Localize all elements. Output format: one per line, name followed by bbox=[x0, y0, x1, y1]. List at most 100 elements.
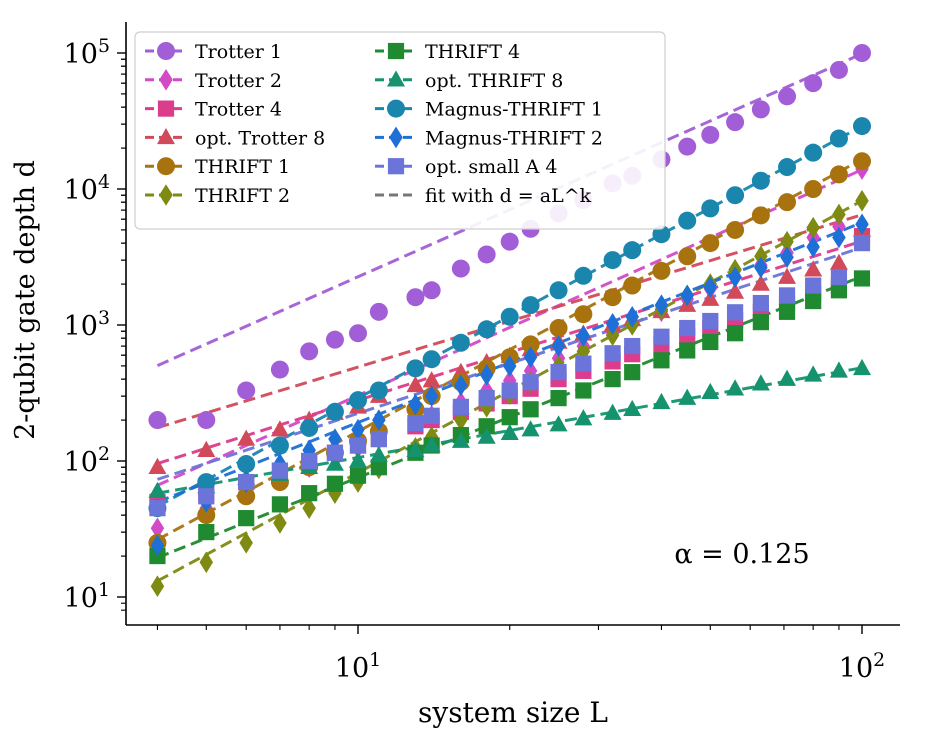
data-point bbox=[726, 186, 745, 205]
axes bbox=[125, 22, 900, 626]
data-point bbox=[424, 385, 439, 407]
data-point bbox=[778, 158, 797, 177]
data-point bbox=[500, 423, 519, 440]
legend-marker bbox=[387, 99, 405, 118]
legend: Trotter 1 Trotter 2 Trotter 4 opt. Trotter … bbox=[134, 31, 666, 230]
data-point bbox=[806, 216, 820, 239]
data-point bbox=[576, 325, 591, 347]
data-point bbox=[652, 392, 671, 410]
data-point bbox=[829, 129, 848, 148]
data-point bbox=[603, 403, 622, 420]
data-point bbox=[829, 361, 848, 378]
legend-label: opt. small A 4 bbox=[425, 156, 557, 178]
legend-label: THRIFT 2 bbox=[195, 185, 290, 207]
data-point bbox=[830, 269, 848, 286]
data-point bbox=[406, 375, 425, 393]
data-point bbox=[325, 454, 344, 471]
data-point bbox=[478, 418, 495, 435]
data-point bbox=[326, 444, 344, 461]
data-point bbox=[523, 346, 538, 368]
data-point bbox=[623, 241, 642, 260]
data-point bbox=[726, 379, 745, 396]
data-point bbox=[778, 287, 796, 304]
data-point bbox=[301, 452, 318, 470]
data-point bbox=[829, 165, 848, 184]
legend-marker bbox=[159, 184, 173, 206]
data-point bbox=[678, 388, 697, 405]
data-point bbox=[522, 401, 539, 418]
data-point bbox=[604, 345, 621, 362]
series-8 bbox=[148, 117, 871, 518]
data-point bbox=[701, 125, 720, 144]
data-point bbox=[625, 305, 639, 328]
data-point bbox=[726, 304, 744, 321]
data-point bbox=[853, 117, 871, 136]
data-point bbox=[678, 211, 697, 230]
data-point bbox=[521, 296, 540, 315]
data-point bbox=[778, 87, 797, 106]
series-7 bbox=[148, 358, 871, 498]
data-point bbox=[479, 364, 494, 386]
data-point bbox=[853, 235, 871, 252]
data-point bbox=[422, 350, 441, 369]
data-point bbox=[804, 180, 823, 198]
x-tick-label: 102 bbox=[839, 649, 885, 684]
data-point bbox=[328, 482, 342, 504]
legend-marker bbox=[159, 69, 173, 91]
data-point bbox=[549, 319, 568, 338]
data-point bbox=[853, 44, 871, 62]
data-point bbox=[369, 381, 388, 400]
data-point bbox=[301, 485, 318, 502]
data-point bbox=[325, 402, 344, 421]
data-point bbox=[422, 371, 441, 388]
data-point bbox=[351, 418, 365, 441]
data-point bbox=[197, 473, 216, 492]
data-point bbox=[679, 319, 696, 337]
data-point bbox=[270, 420, 289, 437]
data-point bbox=[778, 369, 797, 386]
data-point bbox=[370, 430, 387, 448]
data-point bbox=[369, 302, 388, 321]
data-point bbox=[500, 307, 519, 326]
data-point bbox=[754, 256, 768, 279]
data-point bbox=[273, 512, 287, 534]
y-tick-label: 105 bbox=[64, 35, 110, 70]
y-tick-label: 102 bbox=[64, 443, 110, 478]
data-point bbox=[372, 409, 386, 431]
data-point bbox=[197, 440, 216, 457]
data-point bbox=[451, 259, 470, 278]
legend-fit-label: fit with d = aL^k bbox=[425, 185, 592, 207]
data-point bbox=[679, 342, 696, 359]
y-tick-label: 103 bbox=[64, 307, 110, 342]
legend-marker bbox=[157, 127, 175, 145]
legend-label: THRIFT 1 bbox=[195, 156, 290, 178]
legend-label: Magnus-THRIFT 2 bbox=[425, 127, 603, 149]
data-point bbox=[523, 360, 538, 382]
data-point bbox=[238, 510, 255, 527]
data-point bbox=[829, 253, 848, 270]
data-point bbox=[575, 355, 592, 372]
legend-label: opt. THRIFT 8 bbox=[425, 70, 563, 92]
legend-marker bbox=[157, 42, 175, 60]
data-point bbox=[406, 288, 425, 307]
data-point bbox=[237, 429, 256, 446]
data-point bbox=[477, 427, 496, 444]
legend-marker bbox=[387, 70, 405, 87]
legend-marker bbox=[157, 100, 175, 117]
data-point bbox=[237, 381, 256, 400]
data-point bbox=[624, 337, 641, 355]
data-point bbox=[197, 506, 216, 525]
data-point bbox=[501, 382, 518, 399]
data-point bbox=[726, 282, 745, 299]
data-point bbox=[325, 330, 344, 349]
data-point bbox=[780, 230, 794, 253]
data-point bbox=[832, 215, 846, 238]
data-point bbox=[198, 524, 215, 541]
data-point bbox=[370, 459, 387, 476]
data-point bbox=[574, 409, 593, 426]
series-10 bbox=[149, 235, 871, 517]
data-point bbox=[751, 100, 770, 119]
data-point bbox=[271, 496, 289, 513]
data-point bbox=[603, 288, 622, 307]
data-point bbox=[853, 358, 871, 376]
